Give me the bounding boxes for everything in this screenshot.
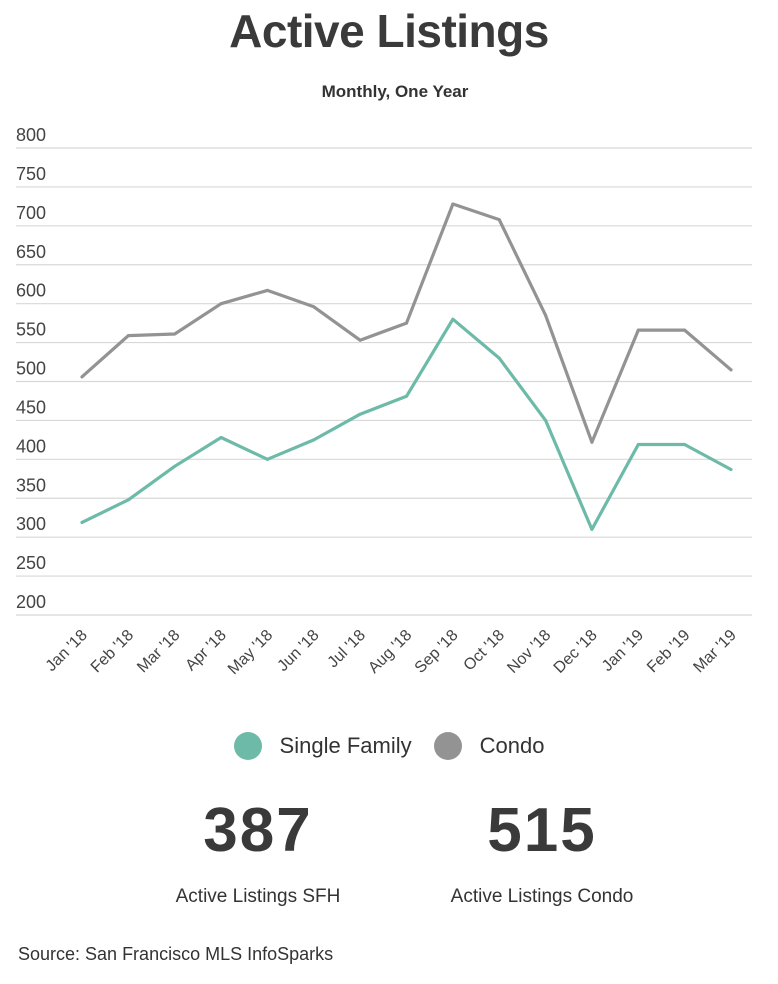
x-tick-label: Jul '18 [325, 627, 369, 671]
condo-point [451, 202, 455, 206]
x-tick-label: Nov '18 [504, 627, 554, 677]
single-family-point [590, 527, 594, 531]
x-tick-label: Jan '18 [43, 627, 91, 675]
y-tick-label: 550 [16, 320, 46, 340]
y-tick-label: 450 [16, 397, 46, 417]
single-family-point [497, 356, 501, 360]
x-tick-label: Sep '18 [412, 627, 462, 677]
chart-title: Active Listings [229, 5, 549, 57]
condo-point [683, 328, 687, 332]
single-family-point [265, 457, 269, 461]
x-tick-label: Jan '19 [599, 627, 647, 675]
stat-sfh-value: 387 [203, 796, 313, 865]
y-tick-label: 250 [16, 553, 46, 573]
x-tick-label: Jun '18 [274, 627, 322, 675]
y-tick-label: 350 [16, 475, 46, 495]
single-family-point [358, 412, 362, 416]
y-tick-label: 300 [16, 514, 46, 534]
x-tick-label: Dec '18 [551, 627, 601, 677]
x-tick-label: May '18 [225, 627, 276, 678]
condo-point [590, 440, 594, 444]
condo-point [219, 302, 223, 306]
condo-point [636, 328, 640, 332]
y-tick-label: 500 [16, 359, 46, 379]
stat-condo: 515 Active Listings Condo [432, 800, 652, 908]
y-tick-label: 650 [16, 242, 46, 262]
y-tick-label: 400 [16, 436, 46, 456]
x-tick-label: Aug '18 [365, 627, 415, 677]
condo-point [265, 288, 269, 292]
x-tick-label: Mar '18 [134, 627, 183, 676]
condo-point [405, 321, 408, 325]
single-family-swatch [233, 732, 262, 760]
condo-point [173, 332, 177, 336]
condo-point [729, 368, 733, 372]
x-tick-label: Feb '19 [644, 627, 693, 676]
source-note: Source: San Francisco MLS InfoSparks [18, 944, 334, 964]
stat-condo-value: 515 [487, 796, 597, 865]
single-family-point [80, 520, 84, 524]
single-family-point [451, 317, 455, 321]
y-tick-label: 800 [16, 125, 46, 145]
single-family-point [312, 438, 316, 442]
condo-point [126, 334, 130, 338]
chart-subtitle: Monthly, One Year [321, 82, 469, 101]
legend-label-condo: Condo [479, 733, 545, 758]
single-family-point [729, 467, 733, 471]
chart-legend: Single Family Condo [0, 732, 778, 760]
single-family-point [636, 443, 640, 447]
condo-swatch [433, 732, 462, 760]
line-chart: 200250300350400450500550600650700750800 … [16, 125, 752, 678]
x-tick-label: Oct '18 [461, 627, 509, 675]
stat-sfh-label: Active Listings SFH [175, 886, 341, 907]
condo-point [358, 338, 362, 342]
x-tick-label: Mar '19 [690, 627, 739, 676]
y-tick-label: 750 [16, 164, 46, 184]
x-tick-label: Apr '18 [182, 627, 230, 675]
single-family-point [126, 498, 130, 502]
condo-point [497, 218, 501, 222]
condo-point [80, 375, 84, 379]
stat-condo-label: Active Listings Condo [450, 886, 634, 907]
y-tick-label: 700 [16, 203, 46, 223]
y-tick-label: 600 [16, 281, 46, 301]
single-family-point [173, 464, 177, 468]
x-tick-label: Feb '18 [88, 627, 137, 676]
condo-point [312, 305, 316, 309]
stat-sfh: 387 Active Listings SFH [158, 800, 358, 908]
y-tick-label: 200 [16, 592, 46, 612]
single-family-point [683, 443, 687, 447]
single-family-point [405, 394, 408, 398]
legend-item-single-family: Single Family [233, 732, 412, 760]
condo-point [544, 313, 548, 317]
legend-label-single-family: Single Family [279, 733, 412, 758]
single-family-point [544, 418, 548, 422]
legend-item-condo: Condo [433, 732, 545, 760]
single-family-point [219, 436, 223, 440]
